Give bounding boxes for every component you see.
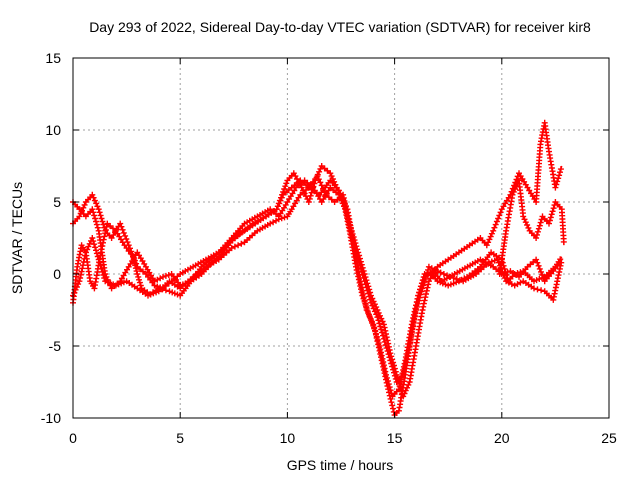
- y-tick-label: -5: [49, 338, 62, 354]
- chart-title: Day 293 of 2022, Sidereal Day-to-day VTE…: [89, 19, 591, 35]
- y-tick-label: 5: [53, 194, 61, 210]
- series-track-e: [496, 177, 567, 277]
- grid-lines: [73, 58, 609, 418]
- series-line: [72, 175, 563, 383]
- y-tick-labels: -10 -5 0 5 10 15: [41, 50, 61, 426]
- x-tick-label: 15: [387, 430, 403, 446]
- series-track-c: [70, 173, 565, 385]
- x-axis-label: GPS time / hours: [287, 457, 394, 473]
- plot-frame: [72, 57, 610, 419]
- series-markers: [70, 163, 564, 419]
- y-tick-label: 10: [45, 122, 61, 138]
- axis-ticks: [72, 57, 610, 419]
- x-tick-labels: 0 5 10 15 20 25: [69, 430, 617, 446]
- x-tick-label: 5: [176, 430, 184, 446]
- data-series: [70, 119, 567, 419]
- x-tick-label: 25: [601, 430, 617, 446]
- series-markers: [70, 119, 564, 400]
- y-tick-label: 15: [45, 50, 61, 66]
- y-tick-label: -10: [41, 410, 61, 426]
- series-markers: [496, 177, 567, 277]
- series-line: [72, 179, 561, 398]
- y-tick-label: 0: [53, 266, 61, 282]
- x-tick-label: 0: [69, 430, 77, 446]
- x-tick-label: 20: [494, 430, 510, 446]
- x-tick-label: 10: [280, 430, 296, 446]
- series-track-a: [70, 163, 564, 419]
- series-markers: [70, 173, 565, 385]
- series-track-d: [70, 119, 564, 400]
- y-axis-label: SDTVAR / TECUs: [9, 182, 25, 294]
